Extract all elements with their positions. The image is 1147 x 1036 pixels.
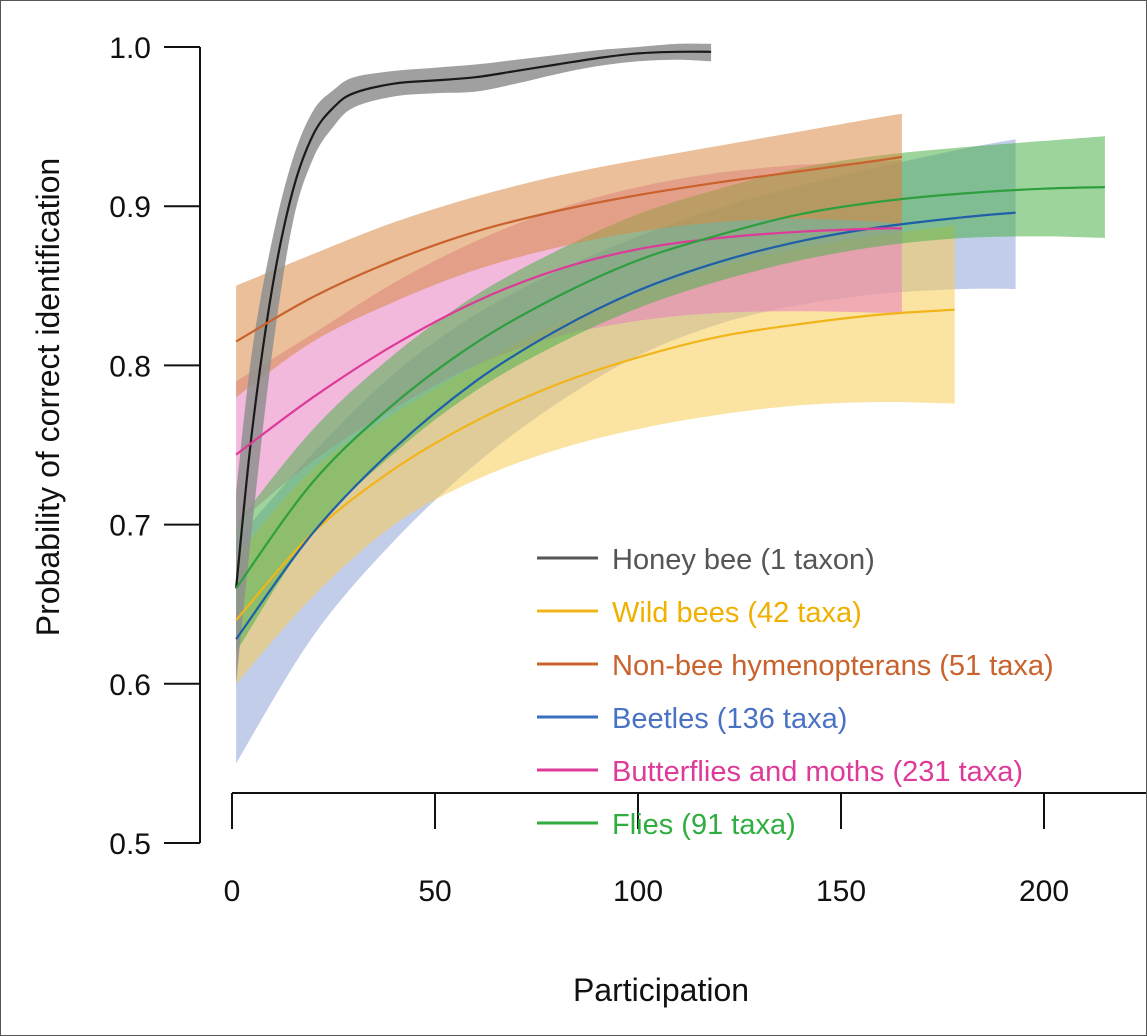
band-non-bee-hymenopterans [236,113,902,398]
series-lines [235,50,1105,640]
line-wild-bees [235,308,955,621]
x-tick-label: 0 [224,875,241,908]
confidence-bands [236,43,1105,764]
x-tick-label: 100 [613,875,663,908]
legend-label-honey-bee: Honey bee (1 taxon) [612,544,875,576]
x-tick-label: 200 [1019,875,1069,908]
x-tick-label: 150 [816,875,866,908]
legend-label-beetles: Beetles (136 taxa) [612,703,847,735]
line-butterflies-and-moths [235,227,902,456]
y-tick-label: 0.8 [109,350,151,383]
y-axis-label: Probability of correct identification [30,158,66,636]
line-beetles [235,211,1016,640]
legend-label-non-bee-hymenopterans: Non-bee hymenopterans (51 taxa) [612,650,1054,682]
x-axis-label: Participation [573,972,749,1008]
y-tick-label: 0.9 [109,191,151,224]
y-tick-label: 1.0 [109,32,151,65]
legend: Honey bee (1 taxon) Wild bees (42 taxa) No… [537,544,1054,841]
axes: 0.5 0.6 0.7 0.8 0.9 1.0 0 50 100 150 200 [109,32,1146,908]
x-tick-label: 50 [418,875,451,908]
legend-label-butterflies-and-moths: Butterflies and moths (231 taxa) [612,756,1023,788]
y-tick-label: 0.6 [109,669,151,702]
legend-label-wild-bees: Wild bees (42 taxa) [612,597,862,629]
y-tick-label: 0.5 [109,828,151,861]
y-tick-label: 0.7 [109,510,151,543]
line-non-bee-hymenopterans [235,155,903,343]
band-wild-bees [236,225,955,684]
band-flies [236,136,1105,652]
line-honey-bee [235,50,712,589]
legend-label-flies: Flies (91 taxa) [612,809,796,841]
line-flies [235,186,1105,589]
